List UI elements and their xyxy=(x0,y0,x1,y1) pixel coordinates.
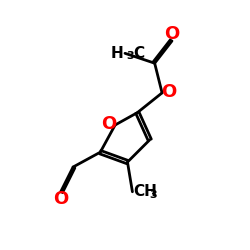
Text: O: O xyxy=(53,190,68,208)
Text: 3: 3 xyxy=(149,190,157,200)
Text: C: C xyxy=(134,46,145,61)
Text: O: O xyxy=(161,82,176,100)
Text: O: O xyxy=(101,115,116,133)
Text: H: H xyxy=(111,46,124,61)
Text: 3: 3 xyxy=(126,51,134,61)
Text: CH: CH xyxy=(134,184,158,199)
Text: O: O xyxy=(164,25,180,43)
